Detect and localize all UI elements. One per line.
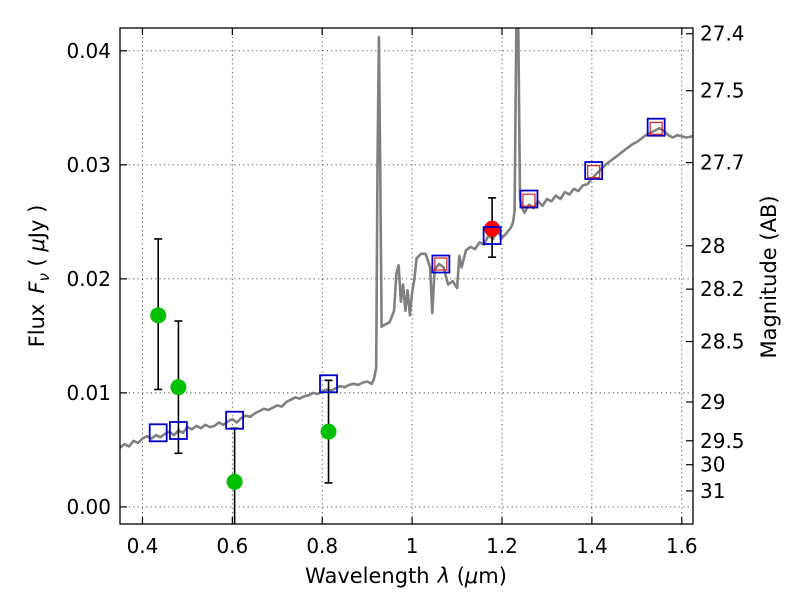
model-square-marker [646, 117, 666, 137]
y-axis-title-subscript: ν [35, 273, 53, 281]
filter-square-marker [522, 193, 536, 207]
y-axis-title: Flux Fν ( μJy ) [25, 205, 53, 348]
magnitude-tick-label: 29.5 [700, 429, 745, 453]
plot-frame [119, 27, 694, 525]
y-tick-label: 0.00 [66, 495, 111, 519]
x-tick-label: 0.6 [216, 534, 248, 558]
y-axis-title-unit-rest: Jy ) [25, 205, 49, 241]
data-point [226, 473, 243, 490]
magnitude-tick-label: 31 [700, 479, 725, 503]
x-tick-label: 1.6 [666, 534, 698, 558]
x-axis-title-unit-mu: μ [464, 564, 478, 588]
x-axis-title-text: Wavelength [305, 564, 430, 588]
model-square-marker [148, 423, 168, 443]
y-tick-label: 0.02 [66, 267, 111, 291]
magnitude-tick-label: 30 [700, 453, 725, 477]
model-square-marker [225, 410, 245, 430]
square-marker-series [148, 117, 666, 443]
model-square-marker [169, 421, 188, 440]
magnitude-tick-label: 29 [700, 390, 725, 414]
x-tick-label: 1.2 [486, 534, 518, 558]
data-point [170, 379, 187, 396]
grid [120, 28, 693, 524]
magnitude-tick-label: 27.7 [700, 151, 745, 175]
filter-square-marker [649, 121, 663, 135]
x-tick-label: 0.4 [127, 534, 159, 558]
model-square-marker [519, 189, 539, 209]
y-tick-label: 0.01 [66, 381, 111, 405]
data-point [484, 220, 501, 237]
x-axis-title-symbol: λ [437, 564, 450, 588]
magnitude-tick-label: 28.5 [700, 330, 745, 354]
x-tick-label: 0.8 [306, 534, 338, 558]
magnitude-tick-label: 28 [700, 234, 725, 258]
x-tick-label: 1.4 [576, 534, 608, 558]
data-point [320, 423, 337, 440]
x-axis-title-unit-open: ( [450, 564, 465, 588]
x-tick-label: 1 [406, 534, 419, 558]
x-axis-title-unit-rest: m) [478, 564, 507, 588]
magnitude-axis-title: Magnitude (AB) [757, 195, 781, 358]
magnitude-tick-label: 27.4 [700, 22, 745, 46]
y-axis-title-symbol: F [25, 281, 49, 294]
magnitude-tick-label: 28.2 [700, 277, 745, 301]
errorbar-series [150, 197, 501, 524]
x-axis-title: Wavelength λ (μm) [305, 564, 507, 588]
model-square-marker [319, 374, 338, 394]
model-square-marker [431, 254, 451, 274]
data-point [150, 307, 167, 324]
model-square-marker [584, 161, 604, 180]
filter-square-marker [434, 257, 448, 271]
model-square-marker [482, 226, 502, 245]
magnitude-tick-label: 27.5 [700, 79, 745, 103]
y-axis: 0.00 0.01 0.02 0.03 0.04 [66, 39, 127, 519]
y-axis-title-text: Flux [25, 304, 49, 348]
y-tick-label: 0.04 [66, 39, 111, 63]
x-axis: 0.4 0.6 0.8 1 1.2 1.4 1.6 [127, 28, 698, 558]
y-tick-label: 0.03 [66, 153, 111, 177]
filter-square-marker [587, 165, 601, 179]
y-axis-title-unit-mu: μ [25, 238, 49, 252]
y-axis-title-unit-open: ( [25, 252, 49, 274]
